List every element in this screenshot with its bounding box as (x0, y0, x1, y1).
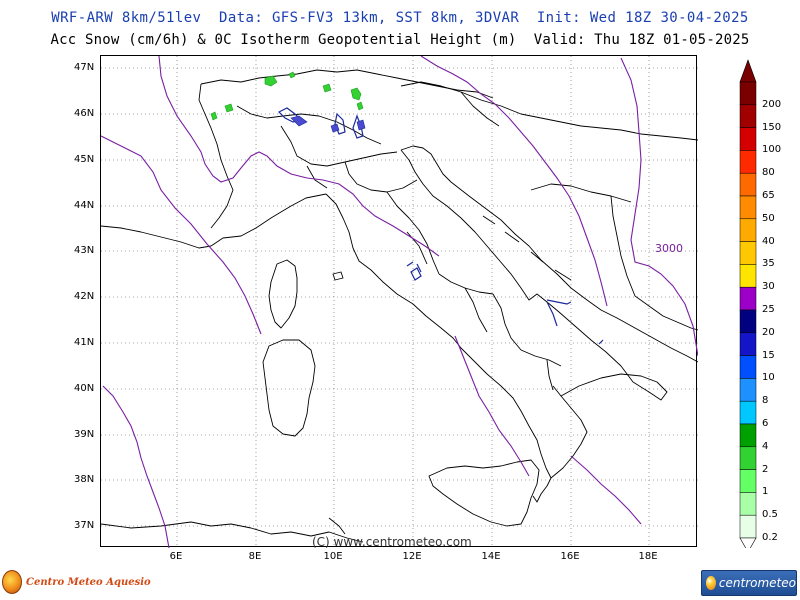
legend-label: 65 (762, 190, 775, 201)
legend-label: 4 (762, 440, 769, 452)
legend-swatch (739, 309, 757, 334)
lat-label-45n: 45N (74, 154, 95, 165)
snow-areas (210, 71, 364, 121)
legend-swatch (739, 492, 757, 516)
lat-label-37n: 37N (74, 520, 95, 531)
lat-label-42n: 42N (74, 291, 95, 302)
lon-label-18e: 18E (638, 551, 658, 562)
lat-label-38n: 38N (74, 474, 95, 485)
isotherm-lines (101, 56, 698, 548)
lon-label-6e: 6E (169, 551, 183, 562)
legend-label: 80 (762, 167, 775, 179)
legend-swatch (739, 286, 757, 311)
lat-label-46n: 46N (74, 108, 95, 119)
legend-label: 0.2 (762, 532, 778, 543)
legend-swatch (739, 514, 757, 539)
legend-colorbar (739, 59, 757, 548)
chart-subtitle: Acc Snow (cm/6h) & 0C Isotherm Geopotent… (50, 32, 750, 48)
legend-label: 10 (762, 372, 775, 384)
chart-title: WRF-ARW 8km/51lev Data: GFS-FV3 13km, SS… (51, 10, 749, 26)
legend-swatch (739, 400, 757, 425)
legend-label: 100 (762, 144, 782, 156)
lat-label-47n: 47N (74, 62, 95, 73)
legend-label: 6 (762, 418, 769, 429)
legend-label: 15 (762, 349, 775, 361)
watermark: (C) www.centrometeo.com (312, 535, 472, 549)
globe-icon (706, 576, 716, 590)
legend-bottom-arrow (739, 537, 757, 548)
map-svg: 3000 (101, 56, 698, 548)
legend-label: 1 (762, 486, 769, 498)
legend-label: 40 (762, 235, 775, 247)
coastlines (101, 69, 698, 543)
legend-label: 20 (762, 326, 775, 338)
centro-meteo-aquesio-logo-icon (2, 570, 22, 594)
isotherm-label: 3000 (655, 242, 683, 255)
lat-label-44n: 44N (74, 200, 95, 211)
lon-label-10e: 10E (323, 551, 343, 562)
legend-swatch (739, 150, 757, 174)
legend-label: 25 (762, 304, 775, 315)
color-legend: 200 150 100 80 65 50 40 35 30 25 20 15 10 8 6 4 2 1 0.5 0.2 (738, 58, 798, 548)
legend-swatch (739, 195, 757, 220)
logo-right-text: centrometeo (718, 576, 796, 590)
lat-label-39n: 39N (74, 429, 95, 440)
legend-swatch (739, 172, 757, 197)
legend-label: 35 (762, 258, 775, 270)
logo-left: Centro Meteo Aquesio (2, 568, 151, 596)
legend-label: 50 (762, 212, 775, 224)
lon-label-16e: 16E (560, 551, 580, 562)
legend-label: 8 (762, 395, 769, 407)
lon-label-8e: 8E (248, 551, 262, 562)
legend-swatch (739, 378, 757, 402)
lat-label-41n: 41N (74, 337, 95, 348)
legend-label: 30 (762, 281, 775, 293)
legend-top-arrow (739, 59, 757, 83)
legend-label: 0.5 (762, 509, 778, 521)
logo-left-text: Centro Meteo Aquesio (26, 576, 151, 588)
legend-label: 2 (762, 463, 769, 475)
legend-swatch (739, 469, 757, 493)
legend-swatch (739, 127, 757, 151)
legend-swatch (739, 264, 757, 288)
lat-label-43n: 43N (74, 245, 95, 256)
map-panel: 3000 (100, 55, 698, 548)
snow-areas-blue (290, 115, 366, 133)
legend-swatch (739, 241, 757, 265)
legend-swatch (739, 104, 757, 128)
legend-swatch (739, 355, 757, 379)
legend-swatch (739, 446, 757, 470)
lat-label-40n: 40N (74, 383, 95, 394)
grid-lines (101, 56, 698, 548)
legend-swatch (739, 81, 757, 106)
legend-swatch (739, 218, 757, 242)
legend-swatch (739, 332, 757, 356)
legend-swatch (739, 423, 757, 448)
legend-label: 200 (762, 98, 782, 110)
lon-label-12e: 12E (402, 551, 422, 562)
legend-label: 150 (762, 121, 782, 133)
logo-right: centrometeo (701, 570, 797, 596)
lon-label-14e: 14E (481, 551, 501, 562)
